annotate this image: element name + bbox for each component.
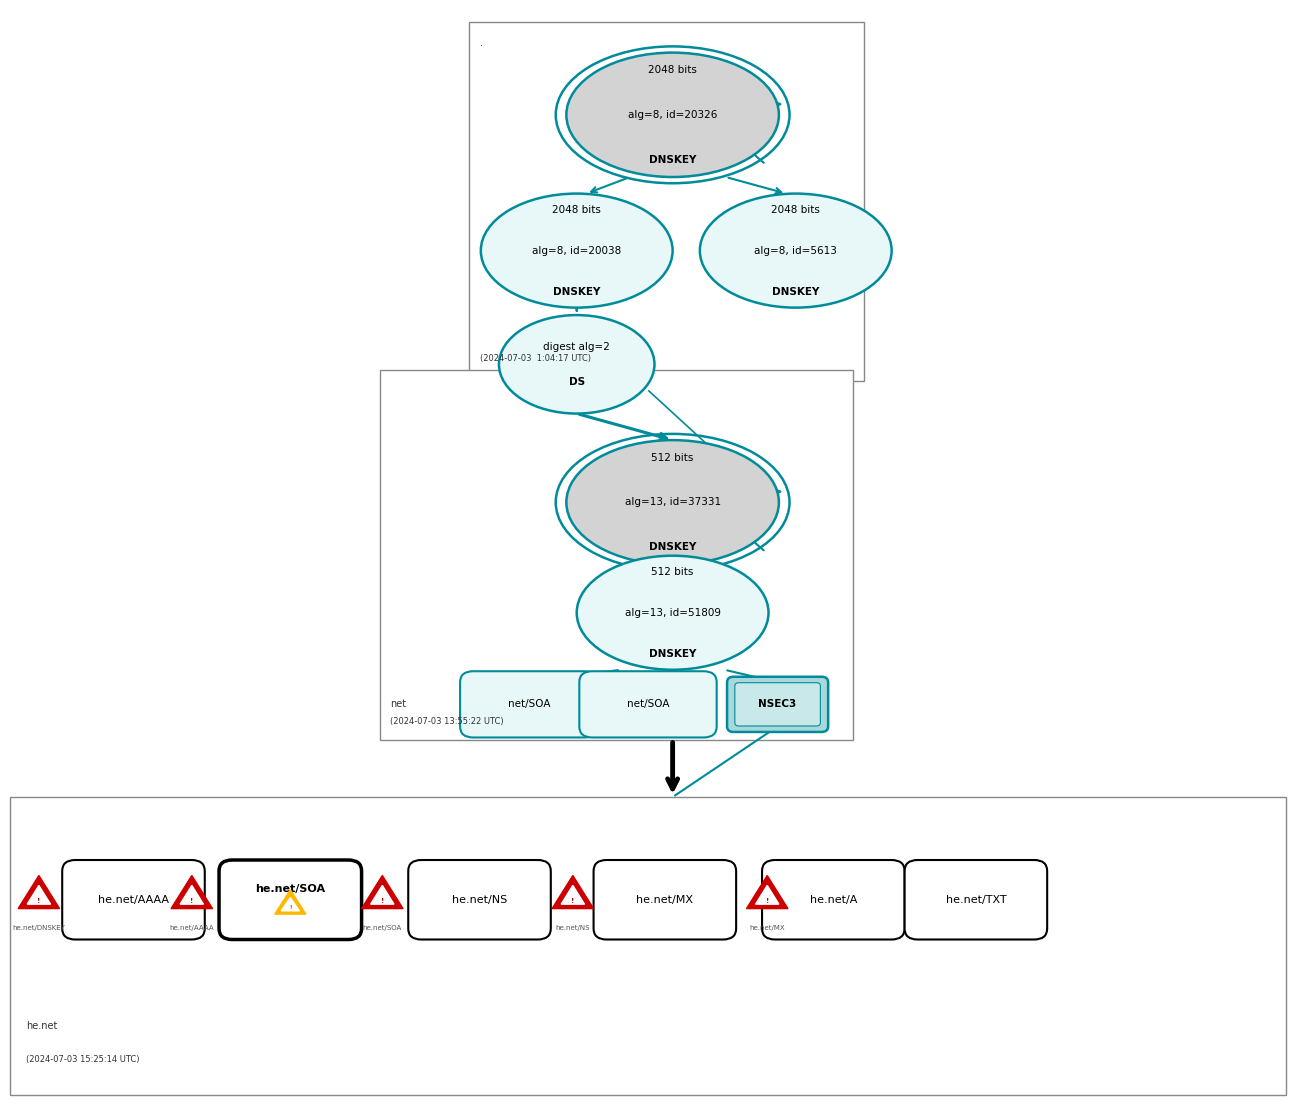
Text: alg=13, id=51809: alg=13, id=51809	[625, 607, 721, 618]
Bar	[10, 797, 1286, 1095]
Text: 2048 bits: 2048 bits	[771, 204, 820, 214]
Polygon shape	[371, 885, 394, 904]
Text: net: net	[390, 699, 406, 709]
Text: (2024-07-03 15:25:14 UTC): (2024-07-03 15:25:14 UTC)	[26, 1055, 140, 1064]
Ellipse shape	[566, 53, 779, 177]
Text: DS: DS	[569, 378, 584, 388]
Ellipse shape	[499, 315, 654, 414]
Text: he.net/TXT: he.net/TXT	[946, 894, 1006, 905]
Text: he.net/A: he.net/A	[810, 894, 857, 905]
Text: (2024-07-03  1:04:17 UTC): (2024-07-03 1:04:17 UTC)	[480, 354, 591, 363]
Text: alg=8, id=20326: alg=8, id=20326	[629, 109, 717, 120]
Text: alg=8, id=20038: alg=8, id=20038	[533, 245, 621, 256]
Text: he.net/NS: he.net/NS	[556, 925, 590, 932]
FancyBboxPatch shape	[735, 682, 820, 726]
FancyBboxPatch shape	[219, 860, 362, 940]
FancyBboxPatch shape	[594, 860, 736, 940]
FancyBboxPatch shape	[408, 860, 551, 940]
Text: 512 bits: 512 bits	[652, 453, 693, 463]
Text: DNSKEY: DNSKEY	[649, 155, 696, 164]
Text: !: !	[572, 898, 574, 904]
Text: alg=8, id=5613: alg=8, id=5613	[754, 245, 837, 256]
FancyBboxPatch shape	[62, 860, 205, 940]
Text: he.net/DNSKEY: he.net/DNSKEY	[13, 925, 65, 932]
Polygon shape	[180, 885, 203, 904]
Text: 2048 bits: 2048 bits	[552, 204, 601, 214]
Text: 512 bits: 512 bits	[652, 566, 693, 576]
Polygon shape	[362, 875, 403, 909]
Polygon shape	[552, 875, 594, 909]
Polygon shape	[275, 890, 306, 914]
Text: he.net/SOA: he.net/SOA	[363, 925, 402, 932]
Text: he.net/SOA: he.net/SOA	[255, 883, 325, 894]
Text: DNSKEY: DNSKEY	[553, 287, 600, 297]
Text: DNSKEY: DNSKEY	[649, 649, 696, 659]
Polygon shape	[18, 875, 60, 909]
Text: 2048 bits: 2048 bits	[648, 65, 697, 75]
Text: !: !	[289, 905, 292, 910]
Polygon shape	[756, 885, 779, 904]
Text: alg=13, id=37331: alg=13, id=37331	[625, 497, 721, 508]
Text: NSEC3: NSEC3	[758, 699, 797, 710]
Ellipse shape	[700, 193, 892, 308]
Ellipse shape	[566, 440, 779, 564]
FancyBboxPatch shape	[460, 671, 597, 737]
Bar	[380, 370, 853, 740]
Polygon shape	[561, 885, 584, 904]
Polygon shape	[746, 875, 788, 909]
Text: digest alg=2: digest alg=2	[543, 341, 610, 351]
Text: !: !	[191, 898, 193, 904]
Text: net/SOA: net/SOA	[508, 699, 550, 710]
Text: !: !	[766, 898, 769, 904]
Text: he.net: he.net	[26, 1021, 57, 1031]
FancyBboxPatch shape	[905, 860, 1047, 940]
Text: (2024-07-03 13:55:22 UTC): (2024-07-03 13:55:22 UTC)	[390, 718, 504, 726]
FancyBboxPatch shape	[727, 677, 828, 732]
Text: DNSKEY: DNSKEY	[649, 542, 696, 552]
Bar	[469, 22, 864, 381]
Text: DNSKEY: DNSKEY	[772, 287, 819, 297]
Text: he.net/AAAA: he.net/AAAA	[170, 925, 214, 932]
Text: he.net/NS: he.net/NS	[452, 894, 507, 905]
Text: .: .	[480, 39, 482, 49]
Text: net/SOA: net/SOA	[627, 699, 669, 710]
Polygon shape	[171, 875, 213, 909]
Text: he.net/MX: he.net/MX	[636, 894, 693, 905]
FancyBboxPatch shape	[579, 671, 717, 737]
Text: he.net/AAAA: he.net/AAAA	[98, 894, 168, 905]
Polygon shape	[27, 885, 51, 904]
FancyBboxPatch shape	[762, 860, 905, 940]
Polygon shape	[281, 898, 299, 911]
Ellipse shape	[577, 555, 769, 670]
Text: he.net/MX: he.net/MX	[749, 925, 785, 932]
Text: !: !	[381, 898, 384, 904]
Ellipse shape	[481, 193, 673, 308]
Text: !: !	[38, 898, 40, 904]
